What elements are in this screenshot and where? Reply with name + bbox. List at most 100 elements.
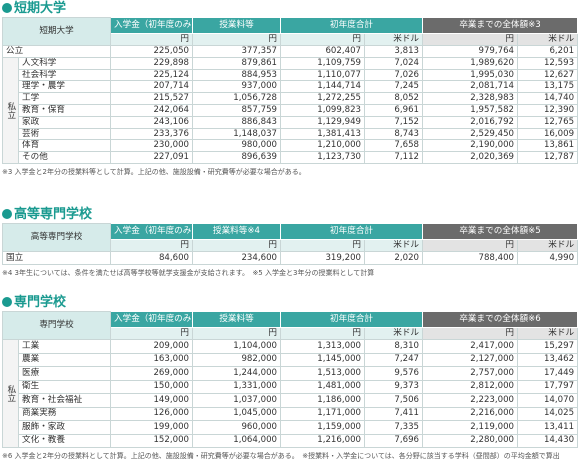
cell: 15,297 [517,339,579,354]
header-row: 短期大学 入学金（初年度のみ） 授業料等 初年度合計 卒業までの全体額※3 [1,17,579,46]
cell: 886,843 [192,115,282,129]
cell: 980,000 [192,139,282,153]
cell: 13,462 [517,352,579,367]
cell: 17,797 [517,379,579,394]
cell: 1,110,077 [280,68,366,82]
data-row: 私立 工業 209,000 1,104,000 1,313,000 8,310 2,417,… [2,339,579,448]
row-label: 芸術 [17,127,112,141]
data-row: 私立 人文科学 229,898 879,861 1,109,759 7,024 1,989,… [2,56,579,164]
cell: 225,124 [110,68,194,82]
row-label: 社会科学 [17,68,112,82]
cell: 2,020,369 [422,151,519,164]
cell: 234,600 [192,251,282,265]
header-cell: 卒業までの全体額※3 [422,17,579,34]
header-cell: 授業料等 [192,311,282,328]
section: 専門学校 専門学校 入学金（初年度のみ） 授業料等 初年度合計 卒業までの全体額※6 円円円… [1,294,579,461]
data-row: 服飾・家政 199,000 960,000 1,159,000 7,335 2,119,0… [3,420,579,435]
cell: 17,449 [517,366,579,381]
unit-cell: 円 [192,327,282,340]
cell: 242,064 [110,103,194,117]
cell: 1,513,000 [280,366,366,381]
cell: 2,280,000 [422,433,519,448]
cell: 1,123,730 [280,151,366,164]
cell: 2,216,000 [422,406,519,421]
data-row: 文化・教養 152,000 1,064,000 1,216,000 7,696 2,280… [3,433,579,448]
cell: 229,898 [110,56,194,70]
cell: 2,328,983 [422,92,519,105]
data-row: 商業実務 126,000 1,045,000 1,171,000 7,411 2,216,… [3,406,579,421]
header-cell: 授業料等 [192,17,282,34]
data-row: 社会科学 225,124 884,953 1,110,077 7,026 1,995,03… [3,68,579,82]
unit-cell: 米ドル [364,327,424,340]
cell: 149,000 [110,393,194,408]
unit-cell: 円 [192,33,282,46]
cell: 230,000 [110,139,194,153]
data-row: 体育 230,000 980,000 1,210,000 7,658 2,190,000 1… [3,139,579,153]
cell: 207,714 [110,80,194,94]
cell: 3,813 [364,45,424,58]
cell: 7,696 [364,433,424,448]
cell: 14,025 [517,406,579,421]
header-row: 専門学校 入学金（初年度のみ） 授業料等 初年度合計 卒業までの全体額※6 [1,311,579,340]
cell: 1,148,037 [192,127,282,141]
cell: 150,000 [110,379,194,394]
footnote: ※3 入学金と2年分の授業料等として計算。上記の他、施設設備・研究費等が必要な場… [2,167,306,176]
unit-cell: 円 [110,327,194,340]
row-label: 家政 [17,115,112,129]
data-row: 芸術 233,376 1,148,037 1,381,413 8,743 2,529,45… [3,127,579,141]
unit-cell: 米ドル [517,239,579,252]
cell: 215,527 [110,92,194,105]
unit-cell: 円 [110,239,194,252]
cell: 243,106 [110,115,194,129]
cell: 14,070 [517,393,579,408]
cell: 884,953 [192,68,282,82]
unit-row: 円円円米ドル円米ドル [3,327,579,340]
cell: 982,000 [192,352,282,367]
cell: 126,000 [110,406,194,421]
row-label: その他 [17,151,112,164]
unit-cell: 円 [110,33,194,46]
row-label: 商業実務 [17,406,112,421]
cell: 2,529,450 [422,127,519,141]
header-cell: 卒業までの全体額※6 [422,311,579,328]
unit-cell: 円 [280,327,366,340]
header-cell: 入学金（初年度のみ） [110,17,194,34]
cell: 84,600 [110,251,194,265]
cell: 319,200 [280,251,366,265]
cell: 4,990 [517,251,579,265]
cell: 1,171,000 [280,406,366,421]
cell: 163,000 [110,352,194,367]
cell: 2,812,000 [422,379,519,394]
header-cell: 専門学校 [1,311,112,340]
cell: 1,957,582 [422,103,519,117]
cell: 13,861 [517,139,579,153]
cell: 979,764 [422,45,519,58]
cell: 199,000 [110,420,194,435]
table: 専門学校 入学金（初年度のみ） 授業料等 初年度合計 卒業までの全体額※6 円円円米ドル円… [1,311,579,448]
cell: 12,627 [517,68,579,82]
header-cell: 入学金（初年度のみ） [110,223,194,240]
unit-cell: 米ドル [517,327,579,340]
title-text: 短期大学 [14,1,67,16]
unit-cell: 円 [280,239,366,252]
row-label: 国立 [1,251,112,265]
data-row: 家政 243,106 886,843 1,129,949 7,152 2,016,792 1… [3,115,579,129]
data-row: 医療 269,000 1,244,000 1,513,000 9,576 2,757,00… [3,366,579,381]
header-cell: 高等専門学校 [1,223,112,252]
cell: 7,152 [364,115,424,129]
cell: 937,000 [192,80,282,94]
row-label: 理学・農学 [17,80,112,94]
cell: 1,064,000 [192,433,282,448]
bullet [2,297,12,307]
row-label: 服飾・家政 [17,420,112,435]
unit-cell: 円 [422,33,519,46]
cell: 12,390 [517,103,579,117]
cell: 960,000 [192,420,282,435]
row-label: 教育・保育 [17,103,112,117]
header-cell: 卒業までの全体額※5 [422,223,579,240]
cell: 6,961 [364,103,424,117]
cell: 377,357 [192,45,282,58]
cell: 896,639 [192,151,282,164]
cell: 7,506 [364,393,424,408]
